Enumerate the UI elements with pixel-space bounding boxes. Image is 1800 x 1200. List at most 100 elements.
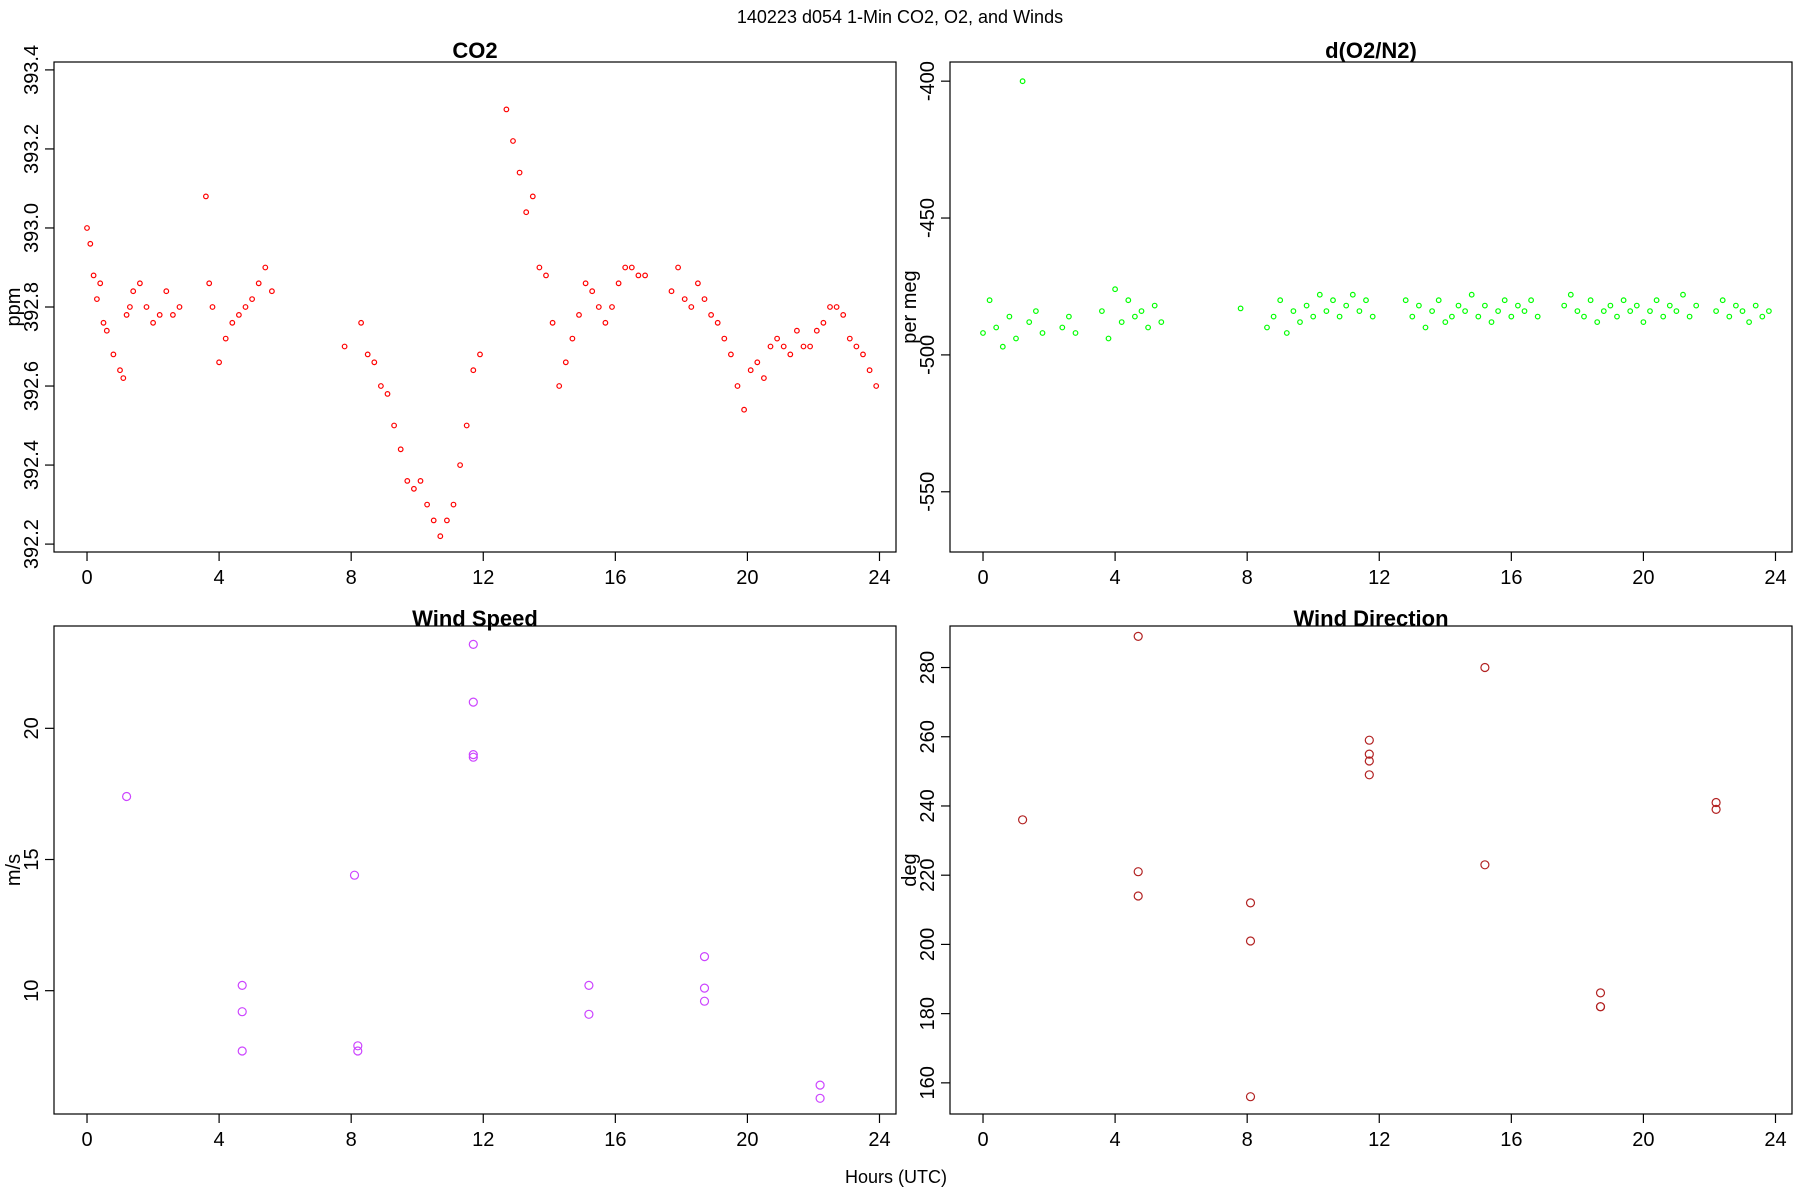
x-tick-label-wind-speed: 4 <box>214 1129 225 1151</box>
data-point-co2 <box>417 478 424 484</box>
data-point-co2 <box>787 351 794 358</box>
y-tick-label-co2: 392.2 <box>21 519 43 569</box>
data-point-wind-speed <box>237 1046 247 1056</box>
data-point-o2n2 <box>1752 302 1759 309</box>
data-point-co2 <box>411 485 417 492</box>
data-point-o2n2 <box>1587 297 1594 304</box>
data-point-wind-direction <box>1595 1002 1606 1012</box>
data-point-wind-speed <box>353 1041 363 1051</box>
data-point-co2 <box>681 296 688 303</box>
data-point-co2 <box>97 280 104 287</box>
data-point-co2 <box>202 193 209 200</box>
x-tick-label-wind-speed: 16 <box>604 1129 626 1151</box>
y-tick-label-wind-speed: 10 <box>21 980 43 1002</box>
data-point-co2 <box>136 280 143 287</box>
points-co2 <box>84 106 880 540</box>
data-point-co2 <box>602 319 609 326</box>
data-point-co2 <box>262 264 269 271</box>
x-tick-label-o2n2: 16 <box>1500 567 1522 589</box>
x-tick-label-co2: 12 <box>472 567 494 589</box>
data-point-o2n2 <box>1581 313 1587 320</box>
data-point-co2 <box>628 264 635 271</box>
y-tick-label-co2: 393.4 <box>21 45 43 95</box>
data-point-o2n2 <box>1277 297 1284 304</box>
data-point-o2n2 <box>1435 297 1442 304</box>
data-point-o2n2 <box>1131 313 1138 320</box>
data-point-co2 <box>576 312 582 318</box>
data-point-wind-direction <box>1364 756 1374 766</box>
data-point-co2 <box>529 193 536 200</box>
data-point-co2 <box>503 106 510 113</box>
data-point-co2 <box>800 343 807 350</box>
y-tick-label-wind-direction: 160 <box>917 1066 939 1099</box>
data-point-co2 <box>721 335 728 342</box>
data-point-o2n2 <box>1283 330 1290 336</box>
data-point-o2n2 <box>1561 302 1568 309</box>
data-point-co2 <box>123 312 130 318</box>
data-point-co2 <box>754 359 761 366</box>
data-point-o2n2 <box>1614 313 1620 320</box>
data-point-wind-direction <box>1245 898 1256 908</box>
data-point-co2 <box>595 304 602 310</box>
panel-title-o2n2: d(O2/N2) <box>1325 38 1417 63</box>
data-point-o2n2 <box>1026 319 1033 326</box>
data-point-wind-speed <box>468 749 478 760</box>
plot-frame-wind-direction <box>949 625 1793 1115</box>
data-point-wind-speed <box>468 697 478 707</box>
data-point-o2n2 <box>1640 319 1647 326</box>
data-point-co2 <box>209 304 216 310</box>
data-point-co2 <box>549 319 556 326</box>
data-point-wind-direction <box>1133 631 1143 642</box>
data-point-o2n2 <box>1422 324 1429 331</box>
data-point-co2 <box>437 533 444 540</box>
y-tick-label-co2: 392.8 <box>21 282 43 332</box>
data-point-co2 <box>840 312 847 318</box>
data-point-co2 <box>569 335 576 342</box>
x-tick-label-co2: 4 <box>214 567 225 589</box>
data-point-co2 <box>688 304 695 310</box>
points-wind-direction <box>1017 631 1721 1102</box>
data-point-co2 <box>156 312 163 318</box>
data-point-wind-direction <box>1480 860 1490 870</box>
data-point-co2 <box>562 359 569 366</box>
data-point-co2 <box>477 351 483 358</box>
data-point-o2n2 <box>1455 302 1462 309</box>
x-tick-label-wind-direction: 20 <box>1632 1129 1654 1151</box>
data-point-o2n2 <box>1118 319 1125 326</box>
data-point-co2 <box>556 383 563 389</box>
data-point-o2n2 <box>1442 319 1449 326</box>
data-point-co2 <box>444 517 450 524</box>
data-point-o2n2 <box>1726 313 1733 320</box>
x-tick-label-wind-speed: 8 <box>346 1129 357 1151</box>
y-tick-label-wind-direction: 200 <box>917 928 939 961</box>
data-point-co2 <box>873 383 880 389</box>
y-tick-label-o2n2: -550 <box>917 472 939 512</box>
data-point-o2n2 <box>1759 313 1766 320</box>
data-point-co2 <box>103 327 110 334</box>
data-point-o2n2 <box>1600 308 1607 315</box>
data-point-co2 <box>143 304 150 310</box>
data-point-o2n2 <box>1303 302 1310 309</box>
data-point-co2 <box>84 225 90 231</box>
data-point-o2n2 <box>1013 335 1019 342</box>
data-point-co2 <box>589 288 596 295</box>
data-point-wind-direction <box>1480 662 1490 673</box>
data-point-co2 <box>242 304 249 310</box>
data-point-wind-direction <box>1711 797 1721 808</box>
data-point-wind-speed <box>699 983 710 993</box>
panel-wind-speed: Wind Speed m/s 0 4 8 12 16 20 24 10 15 20 <box>3 606 897 1151</box>
data-point-o2n2 <box>1356 308 1363 315</box>
data-point-o2n2 <box>1732 302 1739 309</box>
data-point-co2 <box>397 446 404 453</box>
data-point-o2n2 <box>986 297 993 304</box>
data-point-o2n2 <box>1297 319 1303 326</box>
data-point-wind-direction <box>1017 815 1028 825</box>
data-point-o2n2 <box>999 343 1006 350</box>
data-point-co2 <box>378 383 384 389</box>
data-point-co2 <box>807 343 813 350</box>
y-tick-label-wind-direction: 260 <box>917 720 939 753</box>
data-point-o2n2 <box>1462 308 1468 315</box>
y-tick-label-wind-direction: 280 <box>917 651 939 684</box>
data-point-co2 <box>516 169 523 176</box>
x-tick-label-o2n2: 8 <box>1242 567 1253 589</box>
